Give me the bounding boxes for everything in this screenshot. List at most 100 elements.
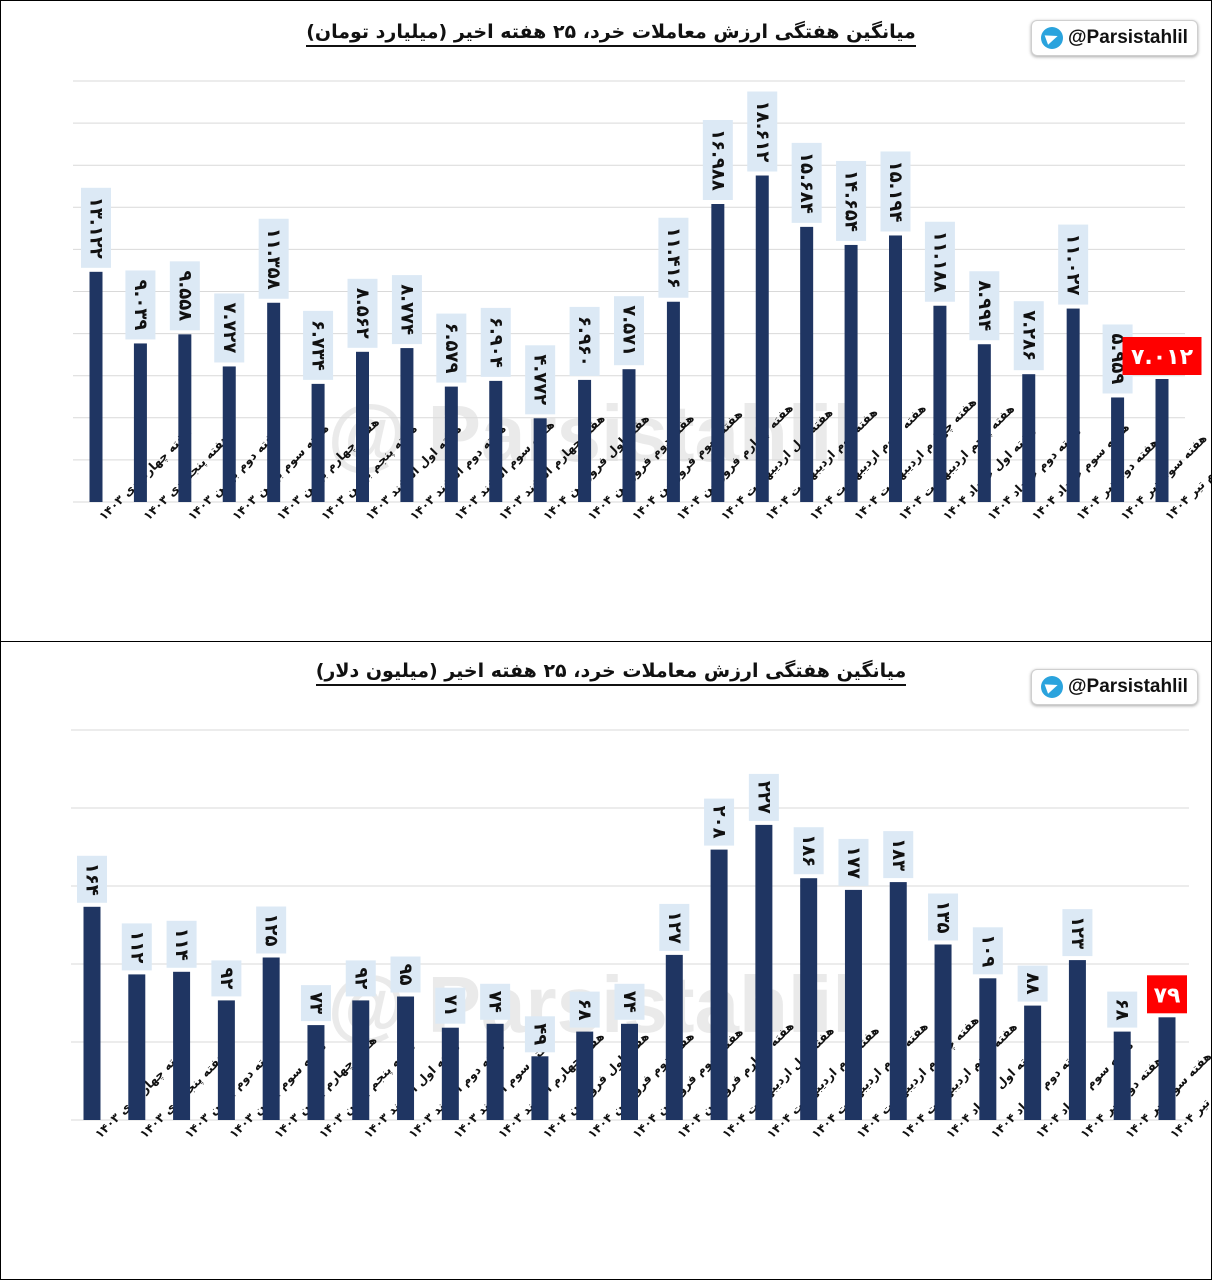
data-label: ۸.۹۹۴ bbox=[969, 271, 1000, 341]
data-label: ۱۴.۶۵۴ bbox=[836, 160, 867, 241]
bar bbox=[307, 1025, 325, 1120]
data-label: ۱۱۲ bbox=[121, 923, 152, 971]
svg-text:۱۲۵: ۱۲۵ bbox=[261, 914, 282, 947]
svg-text:۴۹: ۴۹ bbox=[529, 1023, 550, 1045]
bar bbox=[1111, 397, 1125, 502]
svg-text:۱۸۳: ۱۸۳ bbox=[888, 838, 909, 871]
data-label: ۲۲۷ bbox=[748, 773, 779, 821]
data-label: ۱۸۳ bbox=[883, 831, 914, 879]
chart-title: میانگین هفتگی ارزش معاملات خرد، ۲۵ هفته … bbox=[241, 660, 981, 686]
bar bbox=[267, 302, 281, 502]
data-label: ۴۹ bbox=[524, 1016, 555, 1053]
data-label: ۱۳.۱۲۲ bbox=[81, 187, 111, 268]
data-label: ۶.۵۷۹ bbox=[436, 313, 467, 383]
bar bbox=[400, 348, 414, 502]
brand-handle: @Parsistahlil bbox=[1068, 676, 1188, 697]
data-label: ۶۸ bbox=[1107, 991, 1138, 1028]
svg-text:۱۳۵: ۱۳۵ bbox=[933, 901, 954, 934]
bar bbox=[356, 351, 369, 502]
data-label: ۱۲۳ bbox=[1062, 909, 1093, 957]
bar bbox=[755, 824, 773, 1120]
data-label: ۹۲ bbox=[345, 960, 376, 997]
bar bbox=[1155, 378, 1169, 502]
data-label: ۷۱ bbox=[435, 987, 466, 1024]
bar bbox=[889, 882, 907, 1120]
data-label: ۸.۵۶۲ bbox=[347, 278, 378, 348]
svg-text:۱۰۹: ۱۰۹ bbox=[977, 934, 998, 967]
data-label: ۹۲ bbox=[211, 960, 242, 997]
bar bbox=[128, 974, 146, 1120]
data-label: ۱۳۵ bbox=[928, 893, 959, 941]
telegram-badge[interactable]: @Parsistahlil bbox=[1031, 20, 1198, 56]
svg-text:۷۴: ۷۴ bbox=[485, 991, 506, 1013]
telegram-icon bbox=[1041, 27, 1064, 49]
svg-text:۶.۹۰۴: ۶.۹۰۴ bbox=[485, 317, 506, 368]
bar bbox=[800, 878, 818, 1120]
svg-text:۶.۷۳۴: ۶.۷۳۴ bbox=[308, 320, 329, 371]
bar bbox=[710, 849, 728, 1120]
bar bbox=[576, 1031, 594, 1120]
telegram-badge[interactable]: @Parsistahlil bbox=[1031, 669, 1198, 705]
bar bbox=[934, 944, 952, 1120]
svg-text:۶۸: ۶۸ bbox=[1112, 999, 1133, 1021]
data-label: ۱۲۵ bbox=[256, 906, 287, 954]
data-label: ۱۶.۹۸۸ bbox=[702, 120, 733, 201]
chart-panel-dollar: میانگین هفتگی ارزش معاملات خرد، ۲۵ هفته … bbox=[0, 641, 1212, 1280]
bar bbox=[444, 386, 458, 502]
bar bbox=[665, 954, 683, 1120]
svg-text:۱۴.۶۵۴: ۱۴.۶۵۴ bbox=[841, 170, 862, 232]
svg-text:۱۷۷: ۱۷۷ bbox=[843, 846, 864, 879]
svg-text:۹.۰۳۹: ۹.۰۳۹ bbox=[130, 280, 151, 331]
svg-text:۲۲۷: ۲۲۷ bbox=[753, 781, 774, 814]
bar bbox=[711, 204, 725, 502]
data-label: ۱۵.۶۸۴ bbox=[791, 142, 822, 223]
brand-handle: @Parsistahlil bbox=[1068, 27, 1188, 48]
bar bbox=[755, 175, 769, 502]
bar bbox=[173, 971, 191, 1120]
data-label: ۹۵ bbox=[390, 956, 421, 993]
data-label: ۷.۵۷۱ bbox=[614, 296, 644, 366]
bar bbox=[933, 305, 947, 502]
data-label: ۴.۷۷۲ bbox=[525, 345, 556, 415]
telegram-icon bbox=[1041, 676, 1064, 698]
data-label: ۷۳ bbox=[300, 985, 331, 1022]
svg-text:۶.۹۶۰: ۶.۹۶۰ bbox=[574, 316, 595, 367]
data-label: ۶۸ bbox=[569, 991, 600, 1028]
bar bbox=[178, 334, 192, 502]
bar bbox=[486, 1023, 504, 1120]
data-label: ۱۱.۱۸۸ bbox=[924, 221, 955, 302]
svg-text:۷۹: ۷۹ bbox=[1154, 983, 1181, 1008]
svg-text:۹۲: ۹۲ bbox=[350, 967, 371, 989]
data-label: ۹.۵۵۸ bbox=[169, 261, 200, 331]
bar bbox=[222, 366, 236, 502]
svg-text:۸.۷۷۴: ۸.۷۷۴ bbox=[396, 284, 417, 335]
bar bbox=[89, 271, 103, 502]
bar bbox=[352, 1000, 370, 1120]
data-label: ۱۶۴ bbox=[77, 855, 107, 903]
svg-text:۷۳: ۷۳ bbox=[305, 992, 326, 1014]
bar bbox=[441, 1027, 459, 1120]
svg-text:۱۱.۰۲۷: ۱۱.۰۲۷ bbox=[1063, 234, 1084, 296]
data-label: ۶.۹۶۰ bbox=[569, 306, 600, 376]
data-label: ۶.۷۳۴ bbox=[303, 310, 334, 380]
bar bbox=[622, 369, 636, 502]
svg-text:۱۱۲: ۱۱۲ bbox=[126, 930, 147, 963]
bar bbox=[977, 344, 991, 502]
svg-text:۹۵: ۹۵ bbox=[395, 964, 416, 986]
bar bbox=[531, 1056, 549, 1120]
bar bbox=[217, 1000, 235, 1120]
data-label: ۹.۰۳۹ bbox=[125, 270, 156, 340]
data-label: ۱۰۹ bbox=[972, 927, 1003, 975]
bar bbox=[578, 379, 592, 502]
bar bbox=[1068, 960, 1086, 1120]
bar bbox=[262, 957, 280, 1120]
data-label: ۱۱۴ bbox=[166, 920, 197, 968]
data-label: ۷۴ bbox=[614, 983, 645, 1020]
data-label: ۷۴ bbox=[480, 983, 511, 1020]
svg-text:۹.۵۵۸: ۹.۵۵۸ bbox=[174, 270, 195, 321]
svg-text:۲۰۸: ۲۰۸ bbox=[709, 806, 730, 839]
bar bbox=[621, 1023, 638, 1120]
data-label: ۱۸۶ bbox=[793, 827, 824, 875]
data-label: ۶.۹۰۴ bbox=[480, 307, 511, 377]
latest-data-label: ۷.۰۱۲ bbox=[1122, 336, 1202, 375]
